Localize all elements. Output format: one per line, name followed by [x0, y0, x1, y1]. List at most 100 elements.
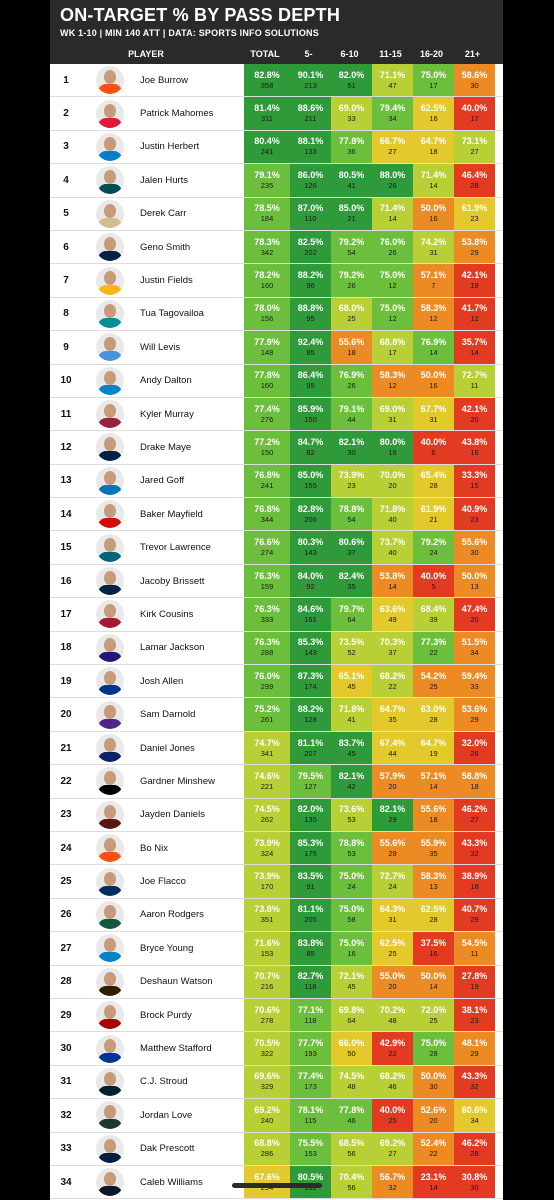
attempts: 54	[347, 514, 356, 524]
stat-cell-d6_10: 73.6% 53	[331, 798, 372, 831]
stat-cell-d6_10: 82.1% 42	[331, 765, 372, 798]
face-icon	[104, 771, 116, 786]
rank: 23	[60, 809, 72, 821]
attempts: 22	[388, 1049, 397, 1059]
rank: 20	[60, 709, 72, 721]
stat-cell-d6_10: 75.0% 58	[331, 898, 372, 932]
face-icon	[104, 938, 116, 953]
table-row: 24 Bo Nix 73.9% 324 85.3% 175 78.8% 53 55.6% 29 55…	[50, 831, 503, 866]
attempts: 52	[347, 648, 356, 658]
attempts: 24	[347, 882, 356, 892]
player-headshot	[82, 64, 138, 96]
stat-cell-d21: 38.9% 18	[454, 865, 495, 898]
on-target-pct: 76.3%	[254, 637, 280, 648]
rank: 2	[63, 108, 69, 120]
stat-cell-d16_20: 75.0% 17	[413, 64, 454, 97]
stat-cell-d21: 53.8% 29	[454, 230, 495, 264]
jersey-icon	[98, 117, 122, 128]
attempts: 37	[347, 548, 356, 558]
on-target-pct: 61.9%	[461, 203, 488, 214]
rank: 32	[60, 1109, 72, 1121]
attempts: 18	[429, 147, 438, 157]
on-target-pct: 76.0%	[379, 236, 406, 247]
player-name: Jayden Daniels	[140, 809, 205, 821]
stat-cell-total: 78.3% 342	[244, 230, 290, 264]
player-name: Kirk Cousins	[140, 608, 194, 620]
stat-cell-d16_20: 58.3% 12	[413, 297, 454, 331]
jersey-icon	[98, 1186, 122, 1197]
rank: 22	[60, 775, 72, 787]
on-target-pct: 80.0%	[379, 436, 406, 447]
player-name: Sam Darnold	[140, 709, 196, 721]
on-target-pct: 68.2%	[379, 1071, 406, 1082]
attempts: 46	[388, 1082, 397, 1092]
attempts: 110	[304, 214, 317, 224]
stat-cell-d5: 82.5% 202	[290, 230, 331, 264]
stat-cell-d21: 43.3% 32	[454, 1065, 495, 1099]
attempts: 31	[429, 247, 438, 257]
stat-cell-total: 78.5% 184	[244, 197, 290, 230]
scroll-indicator[interactable]	[232, 1183, 322, 1188]
on-target-pct: 63.0%	[420, 704, 447, 715]
stat-cell-d11_15: 68.2% 46	[372, 1065, 413, 1099]
player-name: Jordan Love	[140, 1109, 193, 1121]
stat-cell-d6_10: 69.0% 33	[331, 97, 372, 130]
stat-cell-d5: 82.8% 206	[290, 498, 331, 531]
stat-cell-d6_10: 76.9% 26	[331, 364, 372, 397]
stat-cell-d21: 72.7% 11	[454, 364, 495, 397]
on-target-pct: 57.9%	[379, 770, 406, 781]
table-row: 1 Joe Burrow 82.8% 358 90.1% 213 82.0% 51 71.1% 4…	[50, 64, 503, 98]
on-target-pct: 78.1%	[297, 1104, 324, 1115]
attempts: 25	[347, 314, 356, 324]
on-target-pct: 76.9%	[420, 336, 447, 347]
on-target-pct: 79.1%	[338, 403, 365, 414]
jersey-icon	[98, 885, 122, 896]
on-target-pct: 62.5%	[420, 103, 447, 114]
on-target-pct: 27.8%	[461, 971, 488, 982]
face-icon	[104, 738, 116, 752]
table-row: 15 Trevor Lawrence 76.6% 274 80.3% 143 80.6% 37…	[50, 531, 503, 565]
attempts: 45	[347, 681, 356, 691]
attempts: 14	[429, 982, 438, 992]
attempts: 173	[304, 1082, 317, 1092]
on-target-pct: 43.3%	[461, 837, 488, 848]
stat-cell-d21: 59.4% 33	[454, 665, 495, 698]
on-target-pct: 75.0%	[379, 303, 406, 314]
on-target-pct: 71.8%	[338, 704, 365, 715]
face-icon	[104, 70, 116, 85]
attempts: 207	[304, 748, 317, 758]
on-target-pct: 68.4%	[420, 603, 447, 614]
on-target-pct: 77.8%	[254, 370, 280, 381]
attempts: 15	[470, 481, 479, 491]
attempts: 30	[347, 447, 356, 457]
on-target-pct: 85.0%	[297, 470, 324, 481]
col-21: 21+	[464, 49, 481, 59]
table-row: 7 Justin Fields 78.2% 160 88.2% 96 79.2% 26 75.0…	[50, 264, 503, 298]
player-headshot	[82, 832, 138, 864]
attempts: 11	[470, 381, 479, 391]
attempts: 240	[260, 1115, 274, 1125]
on-target-pct: 69.0%	[338, 103, 365, 114]
attempts: 41	[347, 715, 356, 725]
stat-cell-d21: 55.6% 30	[454, 531, 495, 564]
stat-cell-total: 76.3% 159	[244, 564, 290, 598]
player-name: Trevor Lawrence	[140, 542, 211, 554]
stat-cell-total: 71.6% 153	[244, 932, 290, 965]
on-target-pct: 88.2%	[297, 270, 324, 281]
on-target-pct: 70.5%	[254, 1038, 280, 1049]
attempts: 13	[429, 882, 438, 892]
on-target-pct: 52.4%	[420, 1138, 447, 1149]
stat-cell-total: 77.4% 276	[244, 397, 290, 431]
avatar	[96, 433, 124, 462]
on-target-pct: 79.2%	[338, 270, 365, 281]
player-name: Drake Maye	[140, 441, 192, 453]
attempts: 20	[470, 414, 479, 424]
stat-cell-d6_10: 77.8% 46	[331, 1099, 372, 1132]
stat-cell-d6_10: 79.2% 26	[331, 264, 372, 297]
on-target-pct: 70.0%	[379, 470, 406, 481]
on-target-pct: 53.8%	[461, 236, 488, 247]
rank: 1	[63, 74, 69, 86]
stat-cell-d21: 42.1% 20	[454, 397, 495, 431]
on-target-pct: 77.4%	[254, 403, 280, 414]
player-name: Justin Herbert	[140, 141, 200, 153]
